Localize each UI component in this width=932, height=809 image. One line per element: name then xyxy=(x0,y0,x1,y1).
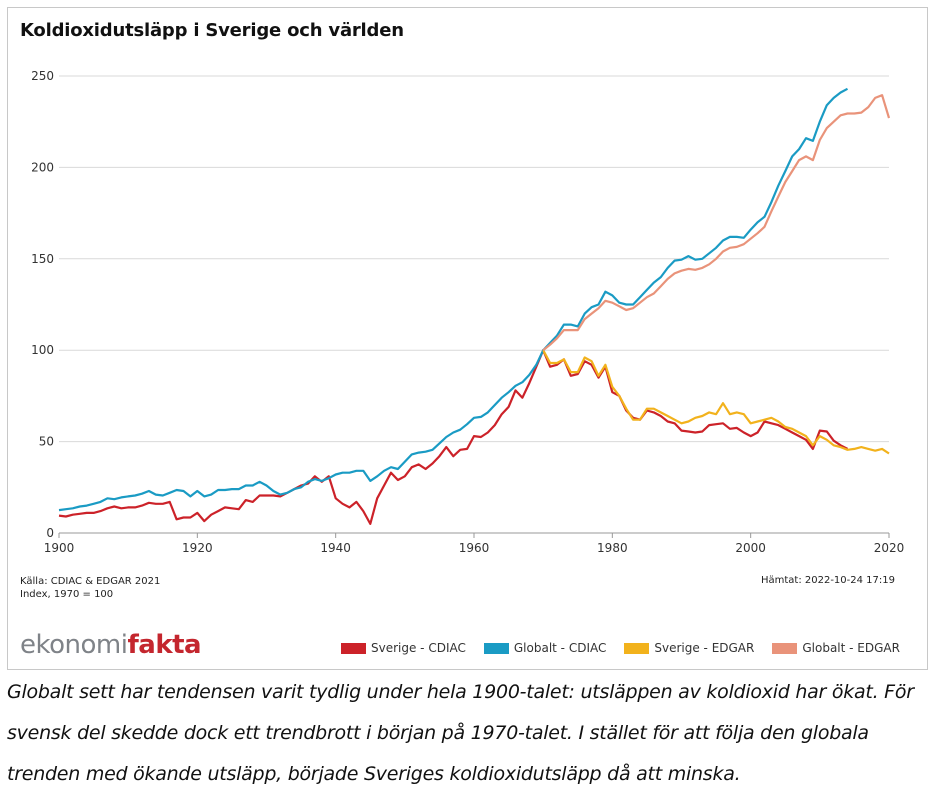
legend-swatch xyxy=(483,642,509,654)
x-tick-label: 2020 xyxy=(874,541,905,555)
chart-card: Koldioxidutsläpp i Sverige och världen 0… xyxy=(7,7,928,670)
figure-caption: Globalt sett har tendensen varit tydlig … xyxy=(7,681,914,785)
x-tick-label: 1960 xyxy=(459,541,490,555)
legend-item: Globalt - EDGAR xyxy=(772,641,900,655)
legend-item: Sverige - EDGAR xyxy=(624,641,754,655)
legend-label: Globalt - EDGAR xyxy=(802,641,900,655)
ekonomifakta-logo: ekonomifakta xyxy=(20,630,202,660)
series-line-globalt-cdiac xyxy=(58,87,849,512)
legend-label: Sverige - EDGAR xyxy=(654,641,755,655)
legend-label: Globalt - CDIAC xyxy=(513,641,607,655)
y-tick-label: 150 xyxy=(31,252,54,266)
legend-label: Sverige - CDIAC xyxy=(371,641,466,655)
x-tick-label: 2000 xyxy=(735,541,766,555)
x-tick-label: 1900 xyxy=(44,541,75,555)
legend-swatch xyxy=(624,642,650,654)
y-tick-label: 50 xyxy=(39,435,54,449)
chart-legend: Sverige - CDIAC Globalt - CDIAC Sverige - … xyxy=(341,641,918,655)
x-tick-label: 1940 xyxy=(320,541,351,555)
line-chart: 0 50 100 150 200 250 1900 1920 1940 1960 1980 2000 2… xyxy=(31,69,905,555)
y-tick-label: 0 xyxy=(46,526,54,540)
y-tick-label: 100 xyxy=(31,343,54,357)
y-tick-label: 200 xyxy=(31,160,54,174)
logo-part-2: fakta xyxy=(127,630,202,660)
index-text: Index, 1970 = 100 xyxy=(20,589,114,600)
logo-part-1: ekonomi xyxy=(20,630,128,660)
legend-item: Globalt - CDIAC xyxy=(483,641,607,655)
series-line-sverige-cdiac xyxy=(58,349,849,525)
retrieved-timestamp: Hämtat: 2022-10-24 17:19 xyxy=(760,575,895,586)
y-tick-label: 250 xyxy=(31,69,54,83)
series-line-globalt-edgar xyxy=(542,94,891,352)
x-tick-label: 1980 xyxy=(597,541,628,555)
legend-item: Sverige - CDIAC xyxy=(341,641,466,655)
source-note: Källa: CDIAC & EDGAR 2021 Index, 1970 = … xyxy=(20,575,160,601)
series-line-sverige-edgar xyxy=(542,349,890,455)
legend-swatch xyxy=(772,642,798,654)
x-tick-label: 1920 xyxy=(182,541,213,555)
legend-swatch xyxy=(341,642,366,654)
chart-title: Koldioxidutsläpp i Sverige och världen xyxy=(20,20,404,41)
source-text: Källa: CDIAC & EDGAR 2021 xyxy=(20,576,161,587)
